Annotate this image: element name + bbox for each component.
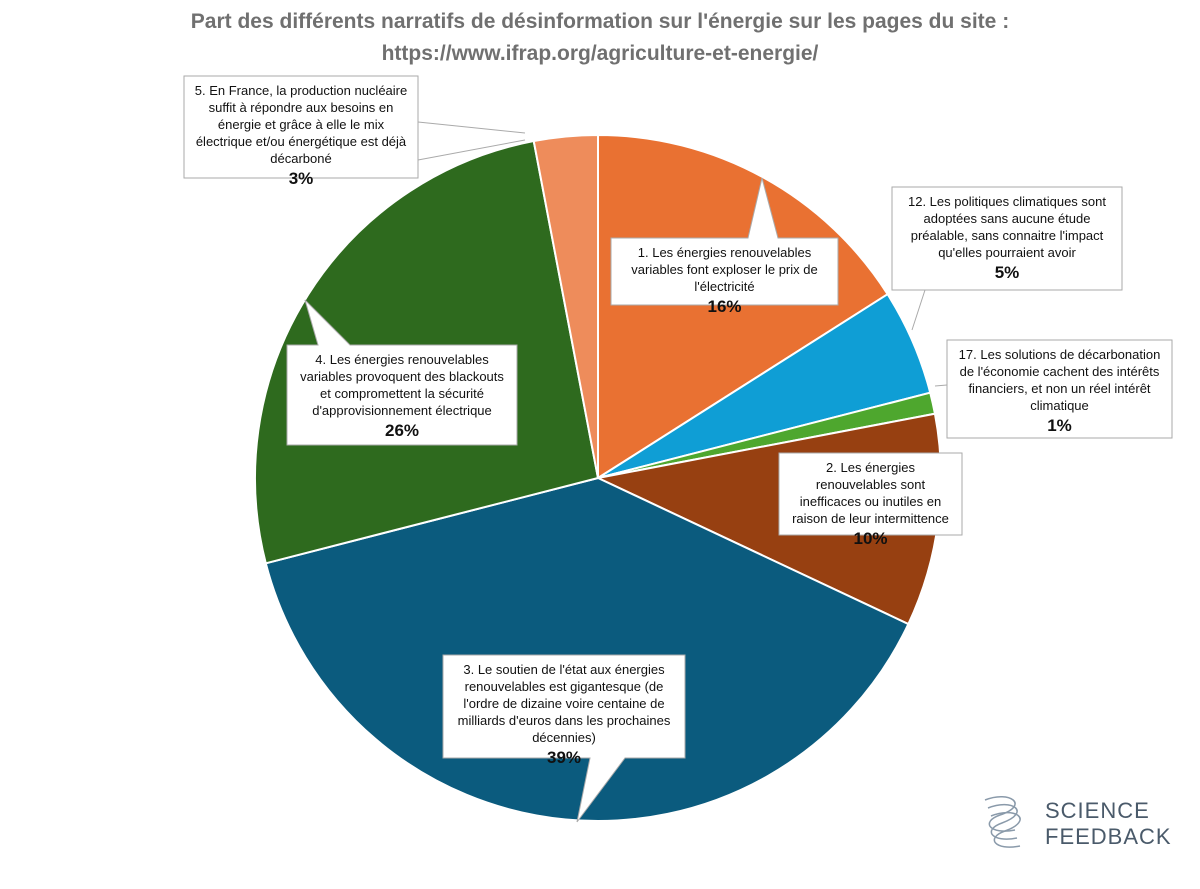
value-label: 39% — [546, 748, 582, 767]
data-label: 12. Les politiques climatiques sont adop… — [898, 193, 1116, 285]
callout-box — [778, 452, 963, 536]
data-label: 2. Les énergies renouvelables sont ineff… — [785, 459, 956, 551]
data-label: 5. En France, la production nucléaire su… — [190, 82, 412, 191]
leader-line — [417, 139, 526, 161]
category-label: 2. Les énergies renouvelables sont ineff… — [792, 460, 949, 526]
category-label: 3. Le soutien de l'état aux énergies ren… — [457, 662, 671, 745]
chart-title: Part des différents narratifs de désinfo… — [190, 10, 1010, 33]
category-label: 17. Les solutions de décarbonation de l'… — [958, 347, 1161, 413]
data-label: 1. Les énergies renouvelables variables … — [617, 244, 832, 319]
logo-text: FEEDBACK — [1045, 824, 1172, 849]
value-label: 1% — [1047, 416, 1072, 435]
pie-slice — [264, 476, 910, 822]
value-label: 16% — [707, 297, 742, 316]
chart-subtitle: https://www.ifrap.org/agriculture-et-ene… — [381, 42, 819, 65]
data-label: 3. Le soutien de l'état aux énergies ren… — [449, 661, 679, 770]
pie-slice — [597, 133, 889, 480]
callouts — [183, 75, 1173, 823]
leader-line — [892, 289, 926, 331]
data-label: 17. Les solutions de décarbonation de l'… — [953, 346, 1166, 438]
category-label: 1. Les énergies renouvelables variables … — [631, 245, 818, 294]
value-label: 5% — [994, 263, 1020, 282]
callout-box — [286, 299, 518, 446]
category-label: 5. En France, la production nucléaire su… — [194, 83, 408, 166]
logo-text: SCIENCE — [1045, 798, 1150, 823]
callout-box — [946, 339, 1173, 439]
data-label: 4. Les énergies renouvelables variables … — [293, 351, 511, 443]
callout-box — [610, 177, 839, 306]
logo-mark — [984, 796, 1021, 848]
leader-line — [417, 121, 526, 134]
category-label: 12. Les politiques climatiques sont adop… — [907, 194, 1106, 260]
value-label: 10% — [853, 529, 888, 548]
callout-box — [442, 654, 686, 823]
callout-box — [183, 75, 419, 179]
value-label: 26% — [384, 421, 420, 440]
category-label: 4. Les énergies renouvelables variables … — [300, 352, 504, 418]
pie-slice — [532, 133, 599, 479]
value-label: 3% — [288, 169, 314, 188]
callout-box — [891, 186, 1123, 291]
leader-line — [934, 384, 948, 387]
